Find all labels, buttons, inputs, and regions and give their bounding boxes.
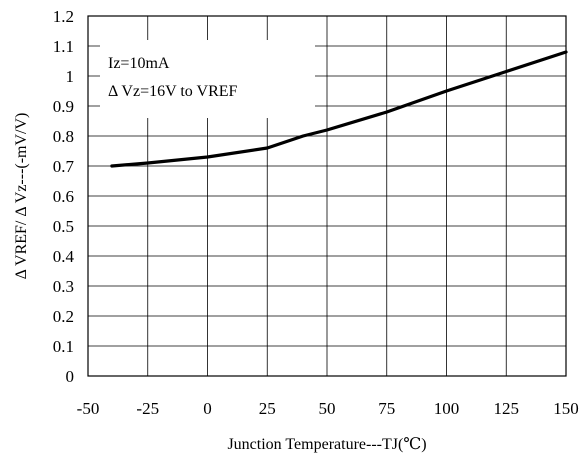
x-tick-label: 75 bbox=[378, 399, 395, 418]
y-tick-label: 0.1 bbox=[53, 337, 74, 356]
x-axis-label: Junction Temperature---TJ(℃) bbox=[227, 436, 426, 453]
x-tick-label: 125 bbox=[494, 399, 520, 418]
x-tick-label: 0 bbox=[203, 399, 212, 418]
annotation-current: Iz=10mA bbox=[108, 55, 170, 72]
y-tick-label: 0.9 bbox=[53, 97, 74, 116]
y-tick-label: 0.6 bbox=[53, 187, 74, 206]
y-tick-label: 0.5 bbox=[53, 217, 74, 236]
x-tick-label: 100 bbox=[434, 399, 460, 418]
x-tick-label: 50 bbox=[319, 399, 336, 418]
x-tick-label: 25 bbox=[259, 399, 276, 418]
y-tick-label: 0.8 bbox=[53, 127, 74, 146]
y-tick-label: 0.7 bbox=[53, 157, 75, 176]
y-tick-label: 1 bbox=[66, 67, 75, 86]
x-tick-label: 150 bbox=[553, 399, 579, 418]
x-tick-labels: -50 -25 0 25 50 75 100 125 150 bbox=[77, 399, 579, 418]
x-tick-label: -25 bbox=[136, 399, 159, 418]
y-tick-label: 0.3 bbox=[53, 277, 74, 296]
plot-area-frame bbox=[87, 15, 567, 377]
y-tick-label: 0 bbox=[66, 367, 75, 386]
x-tick-label: -50 bbox=[77, 399, 100, 418]
y-tick-label: 0.4 bbox=[53, 247, 75, 266]
y-axis-label: Δ VREF/ Δ Vz---(-mV/V) bbox=[13, 113, 30, 280]
y-tick-labels: 0 0.1 0.2 0.3 0.4 0.5 0.6 0.7 0.8 0.9 1 1.1 1.2 bbox=[53, 7, 75, 386]
series-line bbox=[110, 50, 568, 168]
annotation-voltage-range: Δ Vz=16V to VREF bbox=[108, 83, 238, 100]
y-tick-label: 1.2 bbox=[53, 7, 74, 26]
y-tick-label: 1.1 bbox=[53, 37, 74, 56]
series-group bbox=[110, 50, 568, 168]
y-tick-label: 0.2 bbox=[53, 307, 74, 326]
annotation-box bbox=[100, 40, 315, 118]
